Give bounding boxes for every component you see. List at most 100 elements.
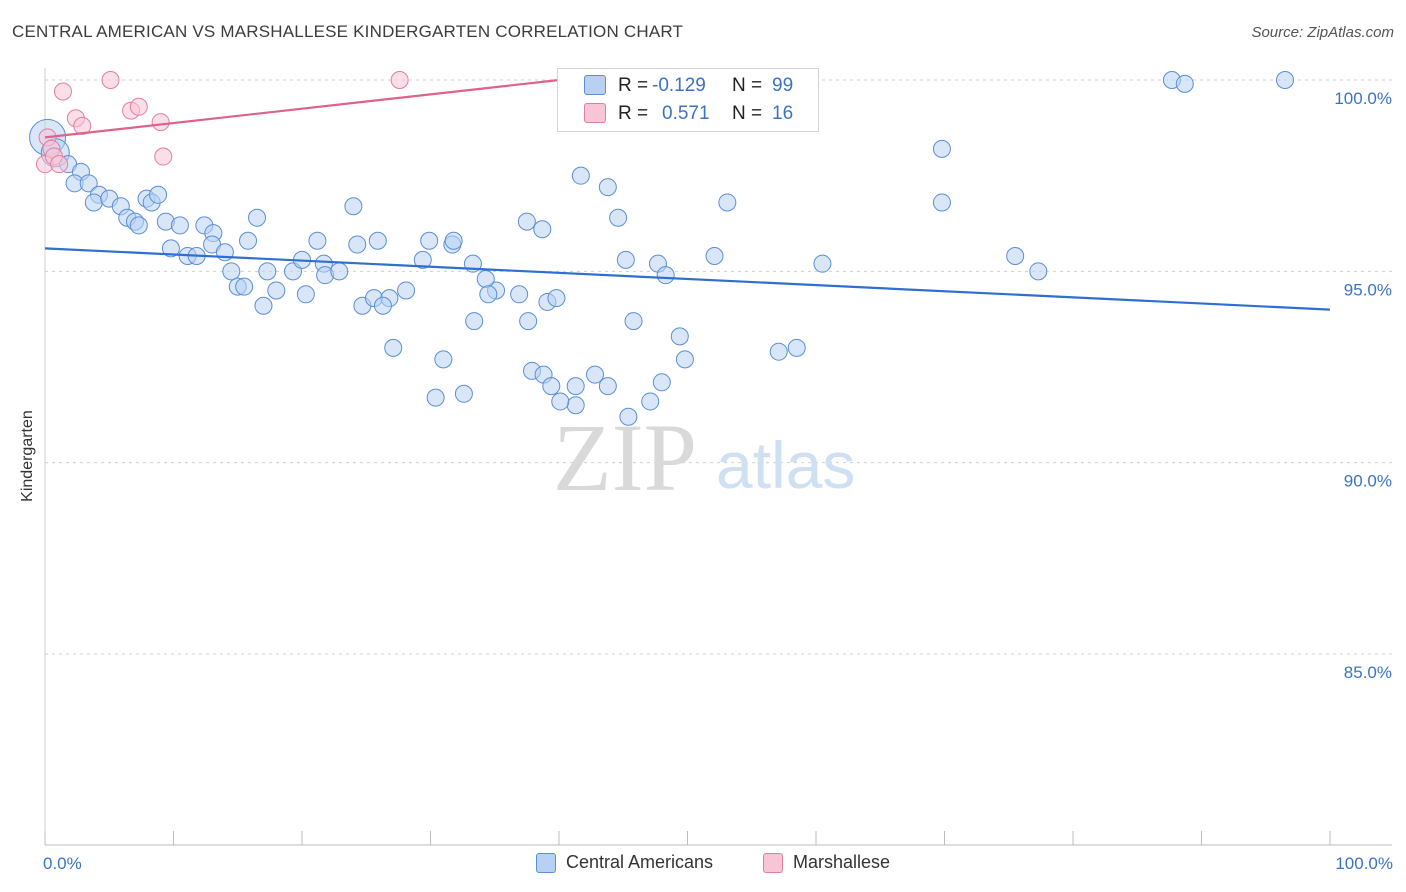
marshallese-point (50, 155, 69, 174)
central-american-point (517, 212, 536, 231)
y-tick-label: 100.0% (1334, 89, 1392, 108)
central-american-point (718, 193, 737, 212)
legend-label: Central Americans (566, 852, 714, 872)
central-american-point (465, 312, 484, 331)
central-american-point (675, 350, 694, 369)
n-label: N = (732, 75, 763, 96)
central-american-point (254, 296, 273, 315)
central-american-point (170, 216, 189, 235)
central-american-point (248, 208, 267, 227)
marshallese-point (390, 71, 409, 89)
y-tick-label: 85.0% (1344, 663, 1392, 682)
central-american-point (444, 231, 463, 250)
central-american-point (616, 250, 635, 269)
central-american-point (258, 262, 277, 281)
central-american-point (149, 185, 168, 204)
central-american-point (551, 392, 570, 411)
central-american-point (787, 338, 806, 357)
central-american-point (1029, 262, 1048, 281)
central-american-point (1175, 74, 1194, 93)
data-points (29, 71, 1295, 426)
central-american-point (222, 262, 241, 281)
central-american-point (308, 231, 327, 250)
r-value: -0.129 (652, 75, 706, 96)
central-american-point (344, 197, 363, 216)
central-american-point (84, 193, 103, 212)
central-american-point (519, 312, 538, 331)
central-american-point (641, 392, 660, 411)
central-american-point (330, 262, 349, 281)
marshallese-point (129, 97, 148, 116)
central-american-point (566, 396, 585, 415)
central-american-point (420, 231, 439, 250)
chart-title: CENTRAL AMERICAN VS MARSHALLESE KINDERGA… (12, 22, 684, 41)
marshallese-trend-line (44, 78, 560, 139)
central-american-point (348, 235, 367, 254)
central-american-point (267, 281, 286, 300)
central-american-point (368, 231, 387, 250)
marshallese-point (101, 71, 120, 89)
central-american-trend-line (44, 247, 1331, 311)
central-american-point (571, 166, 590, 185)
central-american-point (624, 312, 643, 331)
central-american-point (161, 239, 180, 258)
marshallese-point (151, 113, 170, 132)
central-american-point (542, 377, 561, 396)
y-tick-label: 95.0% (1344, 280, 1392, 299)
central-american-point (656, 266, 675, 285)
central-american-point (1006, 247, 1025, 266)
central-american-point (932, 193, 951, 212)
marshallese-point (73, 116, 92, 135)
central-american-point (235, 277, 254, 296)
stats-swatch-pink (584, 103, 606, 123)
stats-swatch-blue (584, 75, 606, 95)
n-label: N = (732, 103, 763, 124)
r-value: 0.571 (662, 103, 710, 124)
central-american-point (670, 327, 689, 346)
central-american-point (454, 384, 473, 403)
x-tick-label: 100.0% (1335, 854, 1393, 873)
legend-item-marshallese[interactable]: Marshallese (763, 852, 890, 873)
central-american-point (426, 388, 445, 407)
central-american-point (434, 350, 453, 369)
marshallese-point (53, 82, 72, 101)
n-value: 99 (772, 75, 794, 96)
watermark-atlas: atlas (716, 428, 855, 502)
central-american-point (598, 178, 617, 197)
legend-label: Marshallese (793, 852, 891, 872)
central-american-point (609, 208, 628, 227)
central-american-point (769, 342, 788, 361)
central-american-point (296, 285, 315, 304)
x-tick-label: 0.0% (43, 854, 82, 873)
central-american-point (598, 377, 617, 396)
central-american-point (813, 254, 832, 273)
central-american-point (566, 377, 585, 396)
central-american-point (585, 365, 604, 384)
n-value: 16 (772, 103, 794, 124)
central-american-point (533, 220, 552, 239)
central-american-point (397, 281, 416, 300)
central-american-point (619, 407, 638, 426)
marshallese-point (154, 147, 173, 166)
central-american-point (547, 289, 566, 308)
r-label: R = (618, 75, 649, 96)
tick-labels: 85.0% 90.0% 95.0% 100.0% 0.0% 100.0% (43, 89, 1393, 873)
central-american-point (652, 373, 671, 392)
gridlines (45, 79, 1392, 655)
central-american-point (705, 247, 724, 266)
central-american-point (384, 338, 403, 357)
legend-swatch-blue (536, 852, 556, 873)
central-american-point (373, 296, 392, 315)
central-american-point (510, 285, 529, 304)
central-american-point (479, 285, 498, 304)
central-american-point (932, 139, 951, 158)
axes (44, 68, 1392, 846)
central-american-point (129, 216, 148, 235)
y-tick-label: 90.0% (1344, 472, 1392, 491)
central-american-point (79, 174, 98, 193)
stats-box: R = -0.129 N = 99 R = 0.571 N = 16 (557, 68, 819, 132)
source-label: Source: ZipAtlas.com (1251, 24, 1394, 41)
legend-item-central-americans[interactable]: Central Americans (536, 852, 713, 873)
central-american-point (476, 269, 495, 288)
